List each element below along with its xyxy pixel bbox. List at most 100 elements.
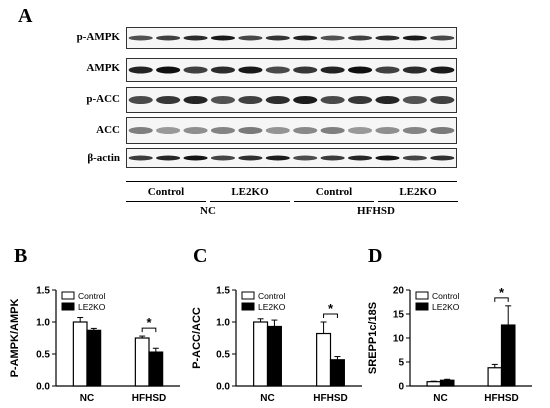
blot-band bbox=[375, 127, 400, 134]
blot-band bbox=[210, 66, 236, 74]
significance-bracket bbox=[494, 297, 509, 302]
y-axis-label: P-ACC/ACC bbox=[191, 307, 203, 369]
blot-band bbox=[128, 66, 153, 74]
blot-band bbox=[293, 66, 318, 74]
group-line-2 bbox=[210, 201, 290, 202]
y-tick-label: 10 bbox=[393, 334, 405, 345]
blot-label-acc: ACC bbox=[96, 124, 120, 136]
legend-label-le2ko: LE2KO bbox=[432, 302, 460, 312]
legend-label-le2ko: LE2KO bbox=[258, 302, 286, 312]
blot-label-p-acc: p-ACC bbox=[86, 93, 120, 105]
bar-control-hfhsd bbox=[134, 337, 150, 387]
group-label-control-hfhsd: Control bbox=[315, 186, 353, 198]
y-tick-label: 1.5 bbox=[36, 286, 50, 297]
bar-le2ko-hfhsd bbox=[148, 351, 164, 387]
panel-letter-b: B bbox=[14, 245, 28, 267]
blot-band bbox=[402, 66, 427, 74]
bar-control-hfhsd bbox=[316, 332, 332, 387]
blot-band bbox=[238, 96, 263, 104]
blot-band bbox=[156, 155, 181, 161]
x-tick-label: NC bbox=[80, 393, 94, 404]
y-axis-label: SREPP1c/18S bbox=[367, 302, 379, 374]
group-line-3 bbox=[294, 201, 374, 202]
panel-letter-d: D bbox=[368, 245, 383, 267]
significance-star: * bbox=[146, 315, 152, 330]
group-top-line bbox=[126, 181, 457, 182]
blot-band bbox=[238, 127, 263, 134]
blot-band bbox=[347, 155, 373, 161]
x-tick-label: HFHSD bbox=[313, 393, 347, 404]
legend-label-control: Control bbox=[78, 291, 106, 301]
blot-band bbox=[375, 96, 400, 104]
blot-band bbox=[402, 155, 427, 161]
blot-label-p-ampk: p-AMPK bbox=[76, 31, 120, 43]
y-tick-label: 0.0 bbox=[36, 382, 50, 393]
blot-band bbox=[265, 127, 290, 134]
significance-bracket bbox=[323, 313, 338, 318]
legend-label-control: Control bbox=[258, 291, 286, 301]
blot-band bbox=[430, 35, 455, 41]
blot-band bbox=[375, 35, 400, 41]
legend-swatch-le2ko bbox=[241, 302, 255, 311]
blot-band bbox=[430, 155, 455, 161]
blot-band bbox=[128, 127, 153, 134]
blot-band bbox=[347, 66, 373, 74]
blot-band bbox=[347, 127, 373, 134]
y-tick-label: 0.5 bbox=[36, 350, 50, 361]
blot-p-acc bbox=[126, 87, 457, 113]
blot-band bbox=[156, 35, 181, 41]
bar-le2ko-nc bbox=[86, 329, 102, 387]
blot-band bbox=[293, 96, 318, 104]
blot-band bbox=[375, 155, 400, 161]
group-label-control-nc: Control bbox=[147, 186, 185, 198]
blot-label-ampk: AMPK bbox=[86, 62, 120, 74]
blot-band bbox=[375, 66, 400, 74]
x-tick-label: NC bbox=[260, 393, 274, 404]
blot-band bbox=[320, 155, 345, 161]
panel-letter-a: A bbox=[18, 5, 33, 27]
blot-band bbox=[347, 35, 373, 41]
blot-band bbox=[430, 96, 455, 104]
legend-label-control: Control bbox=[432, 291, 460, 301]
y-tick-label: 0 bbox=[398, 382, 404, 393]
condition-label-nc: NC bbox=[200, 205, 216, 217]
blot-band bbox=[156, 66, 181, 74]
legend-swatch-control bbox=[61, 291, 75, 300]
blot-label-beta-actin: β-actin bbox=[87, 152, 120, 164]
chart-p-acc: 0.0 0.5 1.0 1.5 P-ACC/ACC NC HFHSD * ControlLE2K… bbox=[191, 286, 362, 404]
bar-control-nc bbox=[72, 321, 88, 387]
blot-band bbox=[238, 66, 263, 74]
blot-band bbox=[210, 127, 236, 134]
blot-band bbox=[183, 66, 208, 74]
blot-band bbox=[320, 127, 345, 134]
y-tick-label: 5 bbox=[398, 358, 404, 369]
blot-band bbox=[238, 35, 263, 41]
bar-le2ko-nc bbox=[266, 325, 282, 387]
blot-band bbox=[265, 66, 290, 74]
blot-band bbox=[265, 155, 290, 161]
x-tick-label: NC bbox=[433, 393, 447, 404]
bar-control-hfhsd bbox=[487, 367, 503, 387]
bar-control-nc bbox=[426, 381, 442, 387]
blot-band bbox=[293, 155, 318, 161]
blot-band bbox=[183, 155, 208, 161]
y-axis-label: P-AMPK/AMPK bbox=[9, 299, 21, 378]
blot-band bbox=[128, 155, 153, 161]
condition-label-hfhsd: HFHSD bbox=[357, 205, 395, 217]
blot-acc bbox=[126, 117, 457, 144]
group-line-4 bbox=[378, 201, 458, 202]
blot-band bbox=[183, 96, 208, 104]
significance-bracket bbox=[141, 327, 157, 333]
significance-star: * bbox=[328, 301, 334, 316]
y-tick-label: 1.0 bbox=[216, 318, 230, 329]
blot-band bbox=[238, 155, 263, 161]
blot-band bbox=[320, 96, 345, 104]
legend-label-le2ko: LE2KO bbox=[78, 302, 106, 312]
group-label-le2ko-nc: LE2KO bbox=[231, 186, 269, 198]
blot-p-ampk bbox=[126, 27, 457, 49]
y-tick-label: 20 bbox=[393, 286, 405, 297]
blot-band bbox=[402, 35, 427, 41]
blot-band bbox=[402, 127, 427, 134]
legend-swatch-control bbox=[241, 291, 255, 300]
